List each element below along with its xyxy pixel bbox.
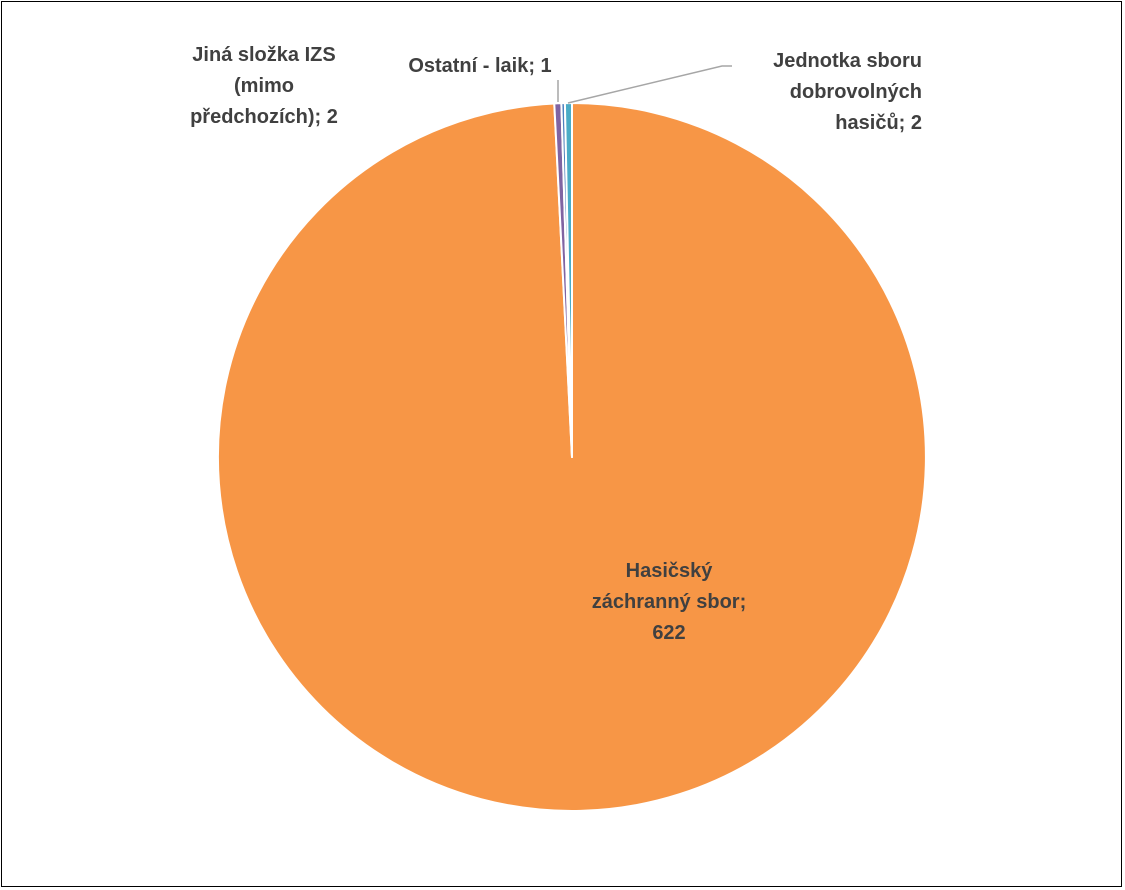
data-label-line: 622: [652, 622, 685, 644]
data-label-2: Ostatní - laik; 1: [408, 55, 551, 77]
data-label-line: Jednotka sboru: [773, 50, 922, 72]
data-label-line: Ostatní - laik; 1: [408, 55, 551, 77]
data-label-line: hasičů; 2: [835, 112, 922, 134]
data-label-line: dobrovolných: [790, 81, 922, 103]
data-label-0: Hasičský záchranný sbor; 622: [592, 560, 746, 644]
data-label-line: záchranný sbor;: [592, 591, 746, 613]
data-label-1: Jednotka sboru dobrovolných hasičů; 2: [773, 50, 922, 134]
data-label-line: předchozích); 2: [190, 106, 338, 128]
data-label-line: (mimo: [234, 75, 294, 97]
data-label-line: Hasičský: [626, 560, 714, 582]
data-label-line: Jiná složka IZS: [192, 44, 335, 66]
data-label-3: Jiná složka IZS (mimo předchozích); 2: [190, 44, 338, 128]
leader-line-1: [567, 65, 732, 104]
